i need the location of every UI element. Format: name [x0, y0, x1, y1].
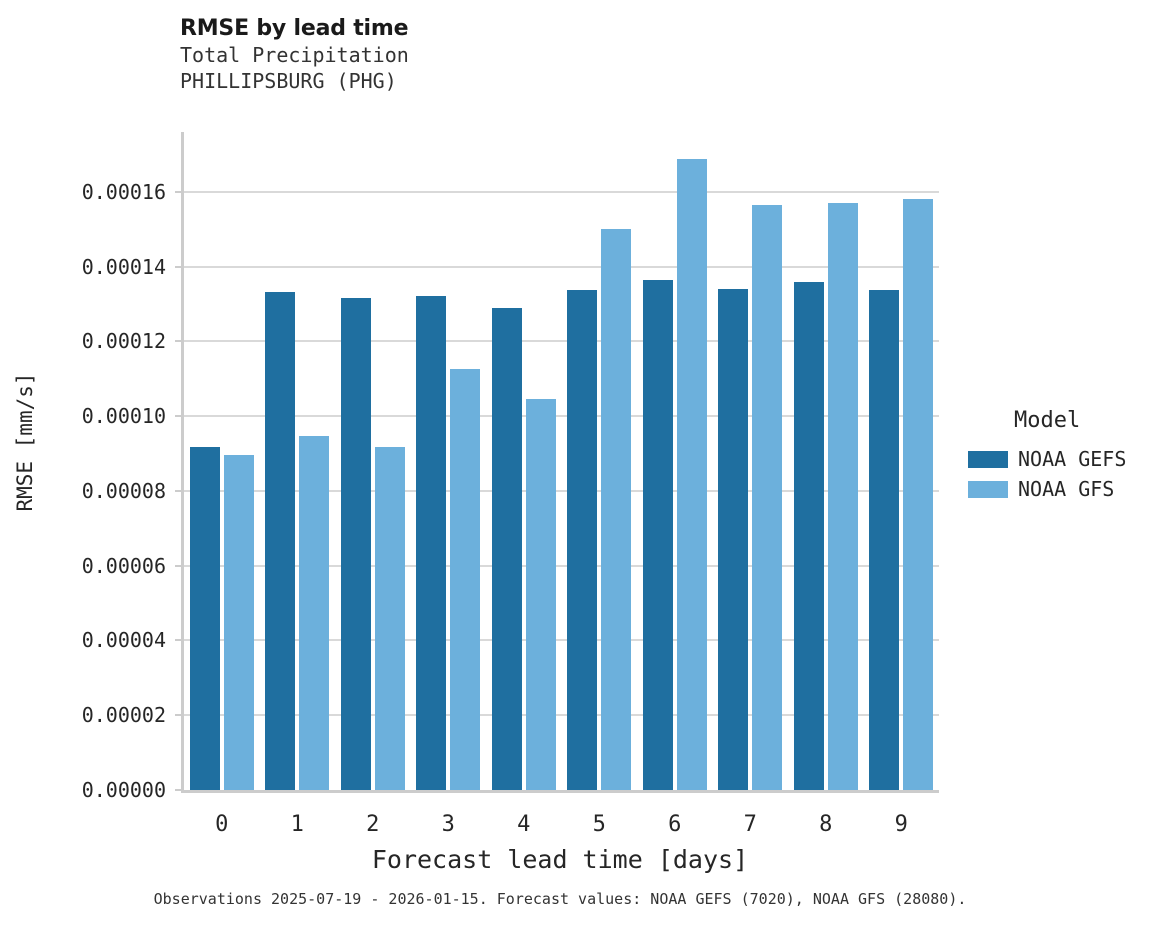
y-axis-tick-label: 0.00008	[81, 478, 166, 503]
bar-noaa-gfs-day-9[interactable]	[903, 198, 934, 790]
bar-group-day-2	[335, 132, 411, 790]
bar-noaa-gfs-day-8[interactable]	[827, 202, 858, 790]
gridline	[184, 564, 939, 567]
bar-noaa-gfs-day-5[interactable]	[601, 229, 632, 790]
y-axis-tick-label: 0.00000	[81, 778, 166, 802]
y-tick-mark	[175, 789, 181, 791]
y-tick-mark	[175, 714, 181, 717]
bar-noaa-gefs-day-9[interactable]	[869, 289, 900, 790]
y-axis-tick-label: 0.00010	[81, 404, 166, 429]
y-tick-mark	[175, 265, 181, 268]
bar-group-day-4	[486, 132, 562, 790]
gridline	[184, 714, 939, 717]
bar-group-day-3	[411, 132, 487, 790]
bar-noaa-gfs-day-0[interactable]	[223, 455, 254, 790]
chart-subtitle-station: PHILLIPSBURG (PHG)	[180, 69, 397, 93]
legend: Model NOAA GEFS NOAA GFS	[968, 408, 1168, 504]
gridline	[184, 415, 939, 418]
y-tick-mark	[175, 190, 181, 193]
x-axis-tick-label-2: 2	[366, 812, 380, 837]
gridline	[184, 639, 939, 642]
x-axis-tick-label-8: 8	[819, 812, 833, 837]
chart-caption: Observations 2025-07-19 - 2026-01-15. Fo…	[153, 890, 967, 908]
y-axis-title: RMSE [mm/s]	[13, 372, 37, 512]
y-axis-tick-label: 0.00002	[81, 703, 166, 728]
y-axis-tick-label: 0.00006	[81, 553, 166, 578]
bar-noaa-gfs-day-6[interactable]	[676, 158, 707, 790]
y-axis-tick-label: 0.00014	[81, 254, 166, 279]
bar-noaa-gefs-day-3[interactable]	[416, 296, 447, 790]
y-axis-tick-label: 0.00004	[81, 628, 166, 653]
gridline	[184, 489, 939, 492]
bar-noaa-gefs-day-4[interactable]	[491, 307, 522, 790]
legend-item-noaa-gfs[interactable]: NOAA GFS	[968, 474, 1168, 504]
x-axis-tick-label-6: 6	[668, 812, 682, 837]
bar-noaa-gefs-day-6[interactable]	[642, 280, 673, 790]
legend-item-label: NOAA GEFS	[1018, 447, 1127, 471]
bar-noaa-gfs-day-4[interactable]	[525, 398, 556, 790]
bar-noaa-gefs-day-7[interactable]	[718, 288, 749, 790]
bar-group-day-0	[184, 132, 260, 790]
bar-noaa-gefs-day-1[interactable]	[265, 291, 296, 790]
x-axis-tick-label-9: 9	[894, 812, 908, 837]
chart-subtitle-variable: Total Precipitation	[180, 43, 409, 67]
x-axis-spine	[181, 790, 939, 793]
x-axis-tick-label-1: 1	[290, 812, 304, 837]
bar-noaa-gfs-day-3[interactable]	[450, 368, 481, 790]
bar-noaa-gfs-day-1[interactable]	[299, 436, 330, 790]
y-axis-tick-label: 0.00012	[81, 329, 166, 354]
x-axis-title: Forecast lead time [days]	[371, 845, 749, 874]
plot-frame	[175, 132, 939, 793]
x-axis-tick-label-5: 5	[592, 812, 606, 837]
legend-item-label: NOAA GFS	[1018, 477, 1115, 501]
bar-group-day-6	[637, 132, 713, 790]
legend-title: Model	[1014, 408, 1081, 433]
bar-group-day-8	[788, 132, 864, 790]
y-tick-mark	[175, 340, 181, 343]
y-tick-mark	[175, 639, 181, 642]
bar-group-day-5	[562, 132, 638, 790]
gridline	[184, 265, 939, 268]
bar-group-day-9	[864, 132, 940, 790]
y-axis-labels: 0.00000 0.00002 0.00004 0.00006 0.00008 0.000…	[0, 0, 166, 928]
legend-entries: NOAA GEFS NOAA GFS	[968, 444, 1168, 504]
y-tick-mark	[175, 489, 181, 492]
bar-noaa-gfs-day-7[interactable]	[752, 204, 783, 790]
bar-noaa-gefs-day-0[interactable]	[189, 446, 220, 790]
legend-item-noaa-gefs[interactable]: NOAA GEFS	[968, 444, 1168, 474]
y-tick-mark	[175, 564, 181, 567]
x-axis-tick-label-7: 7	[743, 812, 757, 837]
gridline	[184, 190, 939, 193]
x-axis-tick-label-4: 4	[517, 812, 531, 837]
x-axis-tick-label-3: 3	[441, 812, 455, 837]
bar-noaa-gefs-day-2[interactable]	[340, 298, 371, 790]
y-axis-spine	[181, 132, 184, 793]
bars-container	[184, 132, 939, 790]
x-axis-tick-label-0: 0	[215, 812, 229, 837]
y-tick-mark	[175, 415, 181, 418]
gridline	[184, 340, 939, 343]
bar-noaa-gfs-day-2[interactable]	[374, 446, 405, 790]
chart-header: RMSE by lead time Total Precipitation PH…	[180, 16, 940, 94]
legend-swatch-icon	[968, 450, 1008, 468]
bar-group-day-1	[260, 132, 336, 790]
bar-noaa-gefs-day-5[interactable]	[567, 290, 598, 790]
bar-group-day-7	[713, 132, 789, 790]
legend-swatch-icon	[968, 480, 1008, 498]
page-title: RMSE by lead time	[180, 16, 409, 41]
y-axis-tick-label: 0.00016	[81, 179, 166, 204]
bar-noaa-gefs-day-8[interactable]	[793, 282, 824, 790]
